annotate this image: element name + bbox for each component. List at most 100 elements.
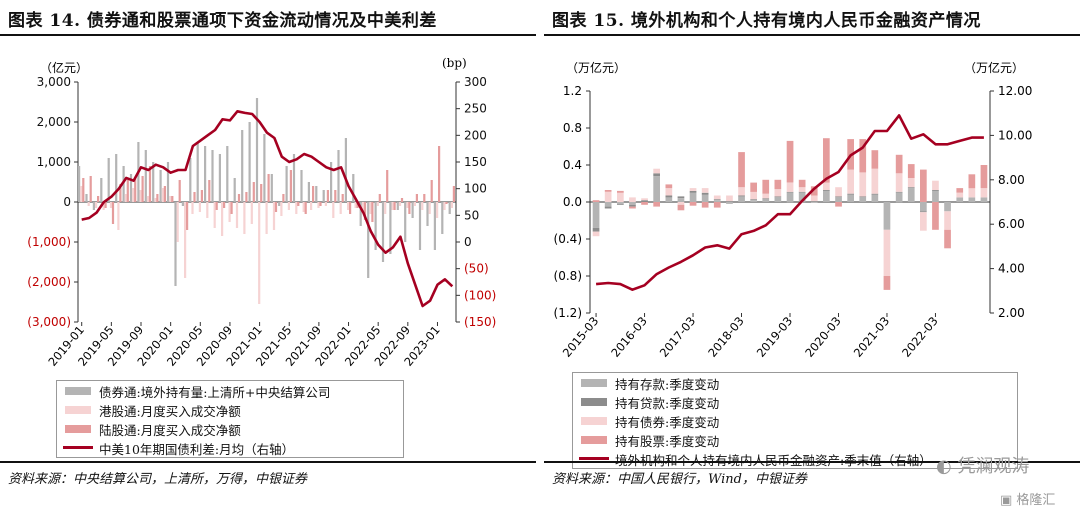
bar-series-1	[174, 202, 177, 286]
stacked-bar-series-1	[847, 194, 854, 202]
left-source-rule	[0, 461, 536, 463]
stacked-bar-series-2	[810, 201, 818, 202]
bar-series-3	[200, 190, 203, 202]
stacked-bar-series-3	[920, 212, 927, 231]
bar-series-1	[426, 202, 429, 226]
stacked-bar-series-1	[786, 192, 794, 203]
bar-series-3	[408, 202, 411, 214]
stacked-bar-series-2	[738, 195, 745, 197]
bar-series-2	[280, 202, 283, 216]
legend-label: 陆股通:月度买入成交净额	[99, 423, 241, 438]
right-source-rule	[544, 461, 1080, 463]
legend-label: 持有存款:季度变动	[615, 377, 720, 392]
right-y-tick-label: (150)	[464, 315, 496, 329]
right-y-tick-label: 10.00	[998, 128, 1032, 142]
bar-series-3	[371, 202, 374, 222]
legend-label: 持有股票:季度变动	[615, 434, 720, 449]
bar-series-2	[302, 202, 305, 212]
bar-series-1	[411, 202, 414, 218]
legend-color-swatch	[581, 436, 607, 444]
stacked-bar-series-3	[738, 187, 745, 196]
stacked-bar-series-2	[895, 191, 903, 193]
left-chart-legend: 债券通:境外持有量:上清所+中央结算公司 港股通:月度买入成交净额 陆股通:月度买入…	[56, 380, 404, 458]
stacked-bar-series-1	[835, 197, 842, 202]
x-tick-label: 2019-03	[754, 314, 796, 360]
stacked-bar-series-1	[907, 188, 915, 202]
x-tick-label: 2018-03	[705, 314, 747, 360]
bar-series-2	[191, 202, 194, 214]
bar-series-2	[391, 202, 394, 210]
bar-series-2	[398, 202, 402, 206]
stacked-bar-series-1	[653, 176, 660, 202]
right-chart-plot: （万亿元） （万亿元） 1.2 0.8 0.4 0.0 (0.4) (0.8) (1.2) 12.…	[554, 60, 1033, 360]
bar-series-3	[274, 202, 278, 212]
stacked-bar-series-1	[617, 202, 624, 204]
x-tick-label: 2017-03	[657, 314, 699, 360]
right-axis-unit: （万亿元）	[964, 60, 1024, 75]
bar-series-2	[221, 202, 224, 236]
bar-series-3	[282, 194, 285, 202]
bar-series-1	[233, 178, 236, 202]
stacked-bar-series-4	[932, 202, 939, 230]
right-y-tick-label: 100	[464, 182, 487, 196]
stacked-bar-series-3	[677, 202, 685, 205]
bar-series-3	[245, 192, 248, 202]
stacked-bar-series-3	[701, 188, 709, 193]
bar-series-1	[241, 130, 244, 202]
bar-series-3	[393, 202, 396, 210]
right-y-tick-label: 150	[464, 155, 487, 169]
left-legend-item: 债券通:境外持有量:上清所+中央结算公司	[57, 381, 403, 400]
bar-series-2	[339, 202, 342, 214]
bar-series-1	[337, 150, 340, 202]
stacked-bar-series-1	[726, 202, 733, 204]
stacked-bar-series-2	[641, 200, 648, 202]
stacked-bar-series-4	[859, 139, 867, 173]
bar-series-2	[258, 202, 261, 304]
bar-series-2	[428, 202, 431, 214]
right-y-tick-label: 0	[464, 235, 472, 249]
bar-series-1	[270, 174, 273, 202]
bar-series-2	[413, 202, 416, 206]
bar-series-1	[248, 122, 251, 202]
stacked-bar-series-4	[677, 204, 685, 211]
bar-series-3	[126, 180, 129, 202]
bar-series-3	[148, 166, 152, 202]
stacked-bar-series-3	[956, 192, 964, 198]
bar-series-1	[189, 158, 192, 202]
right-y-tick-label: 4.00	[998, 262, 1025, 276]
bar-series-1	[292, 154, 296, 202]
bar-series-1	[181, 202, 184, 206]
stacked-bar-series-3	[604, 191, 612, 202]
stacked-bar-series-2	[677, 196, 685, 199]
x-tick-label: 2022-03	[899, 314, 941, 360]
bar-series-3	[141, 176, 144, 202]
stacked-bar-series-4	[980, 165, 988, 189]
stacked-bar-series-4	[835, 202, 842, 207]
bar-series-1	[359, 202, 362, 226]
x-tick-label: 2021-03	[851, 314, 893, 360]
stacked-bar-series-1	[895, 192, 903, 203]
bar-series-1	[218, 154, 221, 202]
stacked-bar-series-2	[617, 203, 624, 205]
bar-series-2	[354, 202, 357, 208]
bar-series-2	[228, 202, 231, 222]
stacked-bar-series-1	[738, 196, 745, 202]
bar-series-3	[89, 176, 92, 202]
bar-series-3	[430, 180, 433, 202]
stacked-bar-series-1	[762, 199, 770, 202]
stacked-bar-series-3	[653, 168, 660, 174]
left-y-tick-label: (1,000)	[27, 235, 71, 249]
bar-series-3	[97, 196, 100, 202]
wechat-watermark: ◐ 凭澜观涛	[936, 452, 1029, 478]
bar-series-2	[443, 202, 446, 210]
brand-watermark-text: 格隆汇	[1016, 493, 1056, 508]
bar-series-1	[100, 178, 103, 202]
stacked-bar-series-1	[968, 197, 976, 202]
bar-series-1	[285, 166, 288, 202]
bar-series-3	[186, 202, 189, 230]
bar-series-3	[326, 190, 329, 202]
stacked-bar-series-3	[641, 198, 648, 201]
left-chart-plot: （亿元） (bp) 3,000 2,000 1,000 0 (1,000) (2,000) (3…	[27, 56, 496, 369]
left-chart-title: 图表 14. 债券通和股票通项下资金流动情况及中美利差	[8, 11, 437, 31]
stacked-bar-series-4	[823, 138, 830, 183]
